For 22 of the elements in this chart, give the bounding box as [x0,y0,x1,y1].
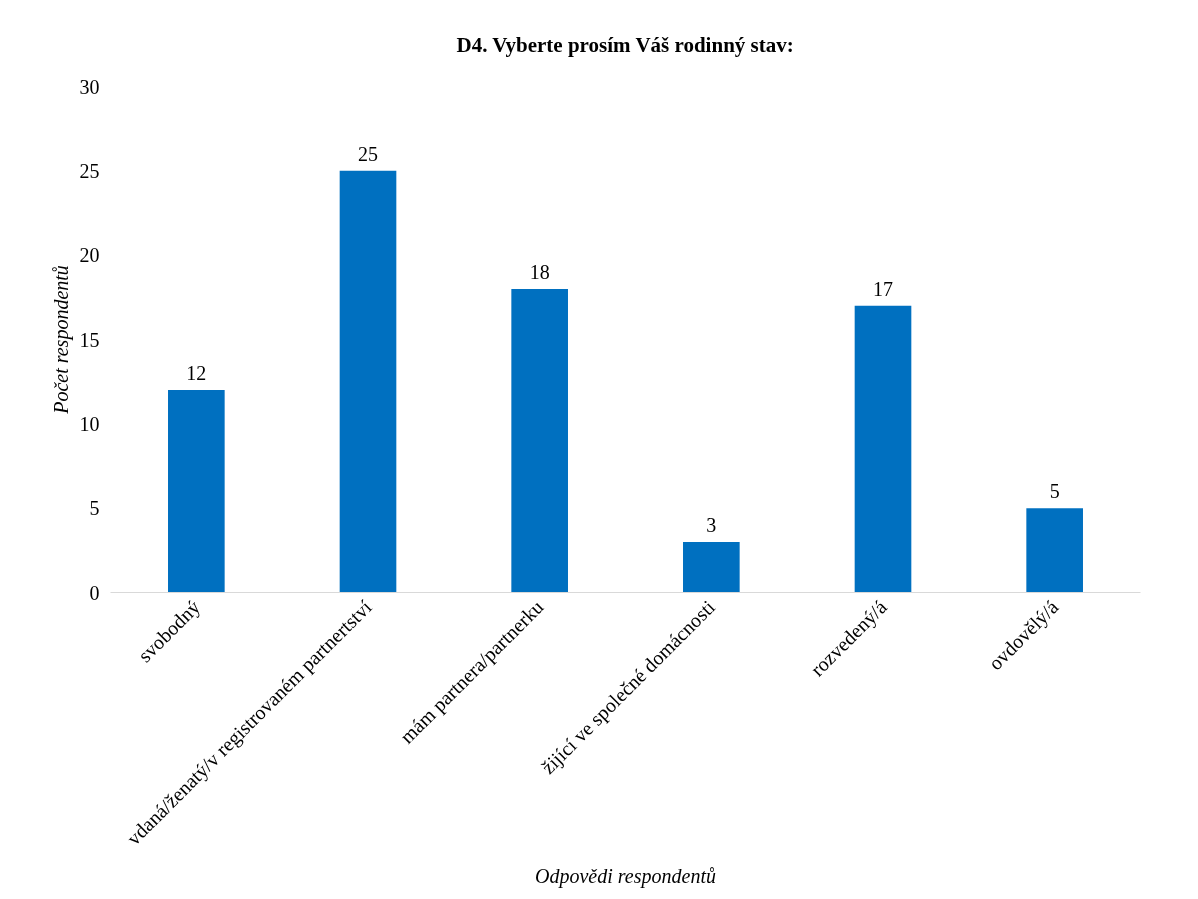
y-tick-label: 0 [89,581,100,604]
y-axis-title: Počet respondentů [49,265,73,415]
bar [168,390,225,593]
y-tick-label: 30 [79,75,100,98]
bar [1026,508,1083,593]
bar [683,541,740,593]
data-label: 25 [358,142,378,165]
data-label: 18 [529,260,550,283]
y-tick-label: 25 [79,159,100,182]
y-tick-label: 5 [89,497,100,520]
chart-title: D4. Vyberte prosím Váš rodinný stav: [456,32,794,57]
y-tick-label: 20 [79,244,100,267]
data-label: 5 [1049,480,1060,503]
bar [854,305,912,593]
y-tick-label: 10 [79,412,100,435]
data-label: 3 [706,513,717,536]
bar [511,288,568,593]
data-label: 12 [186,362,207,385]
bar [339,170,397,593]
y-tick-label: 15 [79,328,100,351]
x-axis-title: Odpovědi respondentů [535,865,716,889]
data-label: 17 [873,277,893,300]
